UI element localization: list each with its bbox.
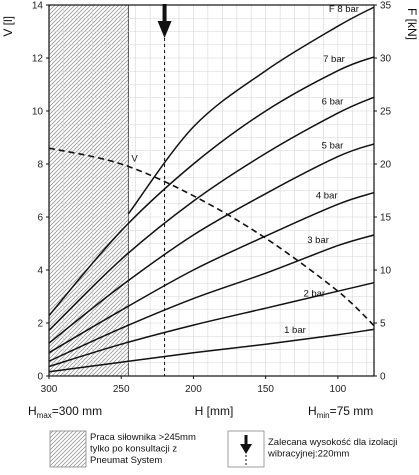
series-2-bar-label: 2 bar <box>303 289 325 300</box>
series-f-8-bar-curve <box>127 6 375 215</box>
series-2-bar-curve <box>48 281 375 368</box>
h-max-label: Hmax=300 mm <box>28 404 102 420</box>
recommended-arrow-head <box>157 21 172 38</box>
series-3-bar-label: 3 bar <box>307 235 329 246</box>
x-tick-label: 250 <box>113 384 130 395</box>
y-left-tick-label: 6 <box>37 213 43 224</box>
y-left-tick-label: 4 <box>37 266 43 277</box>
recommended-arrow-shaft <box>162 4 167 22</box>
y-left-tick-label: 2 <box>37 319 43 330</box>
legend-arrow-text: wibracyjnej:220mm <box>267 449 349 460</box>
y-left-tick-label: 8 <box>37 160 43 171</box>
plot-frame <box>48 4 375 377</box>
y-right-tick-label: 15 <box>380 213 392 224</box>
y-right-axis-title: F [kN] <box>405 8 419 40</box>
series-7-bar-curve <box>48 56 375 317</box>
series-6-bar-label: 6 bar <box>322 97 344 108</box>
series-f-8-bar-label: F 8 bar <box>329 4 359 15</box>
x-tick-label: 150 <box>257 384 274 395</box>
x-axis-title: H [mm] <box>195 404 234 418</box>
y-left-tick-label: 12 <box>32 54 44 65</box>
y-right-tick-label: 20 <box>380 160 392 171</box>
legend-hatched-text: Praca siłownika >245mm <box>90 432 196 443</box>
series-5-bar-label: 5 bar <box>322 141 344 152</box>
series-5-bar-curve <box>48 143 375 344</box>
h-min-label: Hmin=75 mm <box>308 404 373 420</box>
x-tick-label: 300 <box>41 384 58 395</box>
y-left-axis-title: V [l] <box>1 16 15 37</box>
series-6-bar-curve <box>48 96 375 331</box>
y-left-tick-label: 0 <box>37 372 43 383</box>
legend-hatched-swatch <box>49 430 87 468</box>
y-left-tick-label: 10 <box>32 107 44 118</box>
x-tick-label: 200 <box>185 384 202 395</box>
legend-arrow-text: Zalecana wysokość dla izolacji <box>268 437 397 448</box>
y-right-tick-label: 35 <box>380 1 392 12</box>
y-right-tick-label: 10 <box>380 266 392 277</box>
legend-arrow-shaft <box>244 435 248 445</box>
legend-hatched-text: Pneumat System <box>90 455 162 466</box>
series-1-bar-curve <box>48 328 375 373</box>
series-7-bar-label: 7 bar <box>323 54 345 65</box>
series-4-bar-curve <box>48 191 375 354</box>
v-dashed-curve <box>48 147 375 327</box>
y-left-tick-label: 14 <box>32 1 44 12</box>
series-1-bar-label: 1 bar <box>284 325 306 336</box>
y-right-tick-label: 5 <box>380 319 386 330</box>
series-4-bar-label: 4 bar <box>316 190 338 201</box>
legend-hatched-text: tylko po konsultacji z <box>90 444 177 455</box>
v-curve-label: V <box>131 153 138 164</box>
y-right-tick-label: 0 <box>380 372 386 383</box>
x-tick-label: 100 <box>330 384 347 395</box>
down-arrow-icon <box>240 444 252 454</box>
y-right-tick-label: 25 <box>380 107 392 118</box>
series-3-bar-curve <box>48 234 375 362</box>
y-right-tick-label: 30 <box>380 54 392 65</box>
